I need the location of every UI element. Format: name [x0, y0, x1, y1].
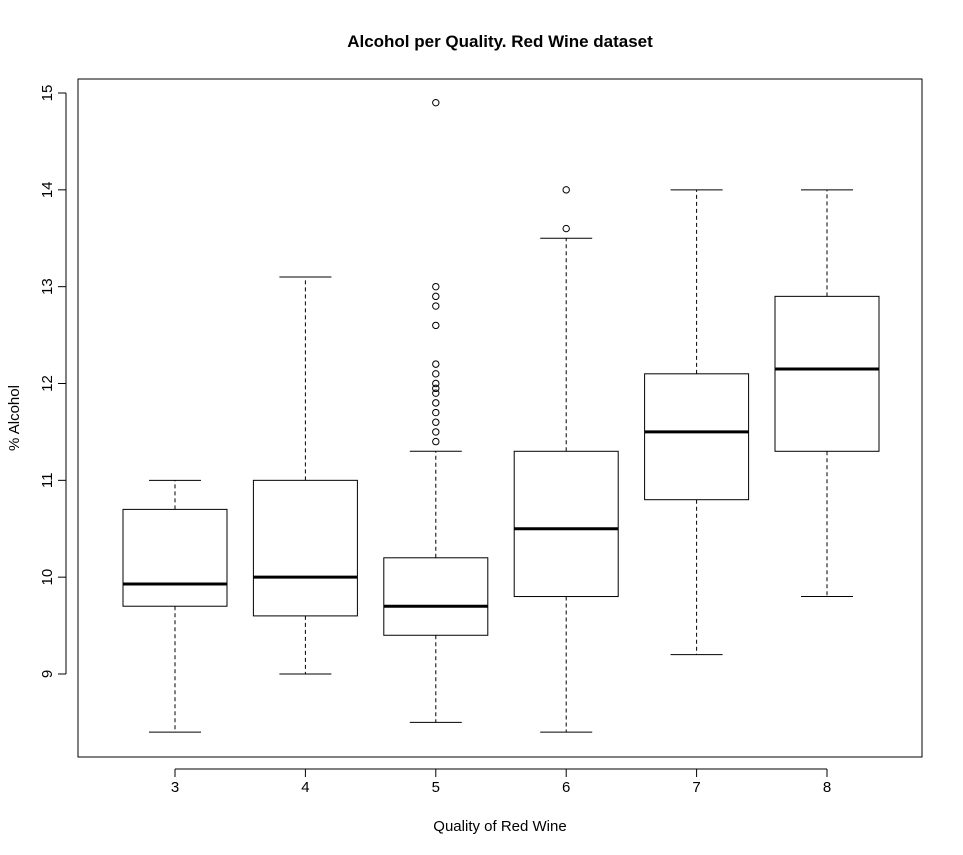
outlier-point	[562, 224, 570, 233]
x-axis-label: Quality of Red Wine	[433, 818, 566, 835]
outlier-point	[432, 292, 440, 301]
outlier-point	[432, 428, 440, 436]
iqr-box	[252, 479, 358, 617]
outlier-point	[432, 370, 440, 378]
outlier-point	[432, 98, 440, 107]
x-tick-label: 5	[432, 779, 440, 796]
box-series	[122, 98, 880, 733]
y-tick-label: 12	[39, 375, 56, 392]
outlier-point	[432, 379, 440, 388]
y-tick-label: 10	[39, 569, 56, 586]
box-5	[383, 98, 489, 723]
y-axis: 9 10 11 12 13 14 15	[39, 85, 67, 678]
iqr-box	[122, 508, 228, 607]
outlier-point	[562, 186, 570, 194]
outlier-point	[432, 418, 440, 426]
outlier-point	[432, 282, 440, 291]
box-3	[122, 479, 228, 733]
iqr-box	[774, 295, 880, 452]
iqr-box	[513, 450, 619, 598]
box-6	[513, 186, 619, 733]
outlier-point	[432, 437, 440, 446]
y-tick-label: 13	[39, 278, 56, 295]
outlier-point	[432, 360, 440, 368]
outlier-point	[432, 384, 440, 393]
y-axis-label: % Alcohol	[6, 385, 23, 451]
x-tick-label: 4	[301, 779, 309, 796]
y-tick-label: 11	[39, 473, 56, 489]
box-8	[774, 189, 880, 598]
x-tick-label: 8	[823, 779, 831, 796]
x-axis: 3 4 5 6 7 8	[171, 768, 831, 796]
chart-title: Alcohol per Quality. Red Wine dataset	[347, 32, 653, 51]
outlier-point	[432, 399, 440, 407]
iqr-box	[644, 373, 750, 501]
x-tick-label: 3	[171, 779, 179, 796]
box-7	[644, 189, 750, 656]
y-tick-label: 9	[39, 670, 56, 678]
box-4	[252, 276, 358, 675]
outlier-point	[432, 408, 440, 417]
x-tick-label: 6	[562, 779, 570, 796]
iqr-box	[383, 557, 489, 636]
outlier-point	[432, 321, 440, 330]
outlier-point	[432, 302, 440, 310]
y-tick-label: 14	[39, 181, 56, 198]
plot-frame	[77, 78, 923, 758]
x-tick-label: 7	[692, 779, 700, 796]
outlier-point	[432, 389, 440, 397]
y-tick-label: 15	[39, 85, 56, 102]
